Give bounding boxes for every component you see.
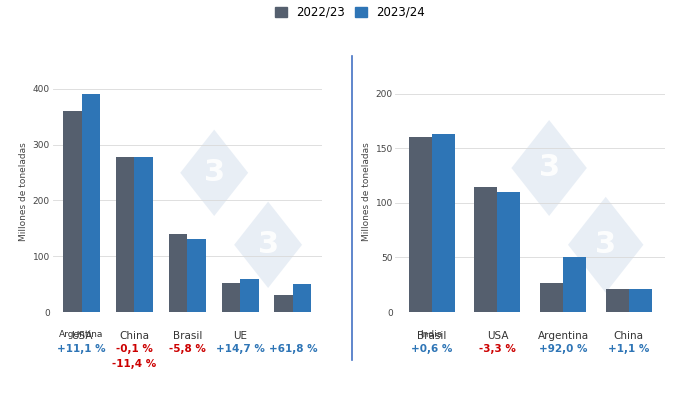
Text: +11,1 %: +11,1 %	[57, 344, 106, 354]
Text: +0,6 %: +0,6 %	[411, 344, 452, 354]
Bar	[606, 289, 629, 312]
Bar	[409, 138, 432, 312]
Polygon shape	[568, 197, 643, 293]
Bar	[134, 157, 153, 312]
Bar	[475, 186, 498, 312]
Text: +61,8 %: +61,8 %	[269, 344, 317, 354]
Polygon shape	[234, 202, 302, 288]
Bar	[540, 282, 563, 312]
Text: -5,8 %: -5,8 %	[169, 344, 206, 354]
Legend: 2022/23, 2023/24: 2022/23, 2023/24	[275, 6, 425, 19]
Text: 3: 3	[595, 230, 616, 259]
Bar	[563, 258, 586, 312]
Bar	[63, 111, 82, 312]
Text: +1,1 %: +1,1 %	[608, 344, 650, 354]
Bar	[116, 157, 134, 312]
Text: +14,7 %: +14,7 %	[216, 344, 265, 354]
Y-axis label: Millones de toneladas: Millones de toneladas	[363, 143, 371, 241]
Text: 3: 3	[258, 230, 279, 259]
Bar	[169, 234, 188, 312]
Text: Argentina: Argentina	[60, 330, 104, 339]
Text: 3: 3	[538, 154, 560, 182]
Bar	[498, 192, 520, 312]
Bar	[188, 240, 206, 312]
Bar	[240, 278, 258, 312]
Text: -0,1 %: -0,1 %	[116, 344, 153, 354]
Text: -11,4 %: -11,4 %	[112, 359, 157, 369]
Text: +92,0 %: +92,0 %	[539, 344, 587, 354]
Bar	[82, 94, 100, 312]
Bar	[293, 284, 312, 312]
Text: -3,3 %: -3,3 %	[479, 344, 516, 354]
Text: India: India	[421, 330, 443, 339]
Y-axis label: Millones de toneladas: Millones de toneladas	[20, 143, 28, 241]
Bar	[222, 283, 240, 312]
Polygon shape	[180, 130, 248, 216]
Bar	[629, 289, 652, 312]
Polygon shape	[512, 120, 587, 216]
Text: 3: 3	[204, 158, 225, 187]
Bar	[274, 295, 293, 312]
Bar	[432, 134, 455, 312]
